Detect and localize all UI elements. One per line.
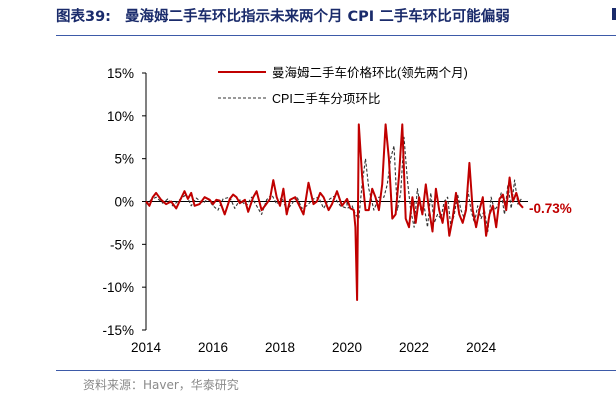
- x-tick-label: 2022: [399, 340, 429, 355]
- chart-legend: 曼海姆二手车价格环比(领先两个月) CPI二手车分项环比: [218, 65, 468, 106]
- legend-label: 曼海姆二手车价格环比(领先两个月): [272, 65, 468, 80]
- x-tick-label: 2020: [332, 340, 362, 355]
- y-tick-label: 10%: [107, 109, 134, 124]
- chart-series-layer: [145, 123, 524, 301]
- figure-title-text: 曼海姆二手车环比指示未来两个月 CPI 二手车环比可能偏弱: [124, 9, 510, 25]
- title-rule: [56, 35, 616, 36]
- series-line-manheim: [145, 123, 524, 301]
- chart-axes: 15% 10% 5% 0% -5% -10% -15% 2014 2016 2018 2020 202…: [102, 66, 528, 355]
- x-tick-label: 2016: [198, 340, 228, 355]
- y-tick-label: 5%: [114, 152, 134, 167]
- footer-rule: [56, 370, 616, 371]
- legend-label: CPI二手车分项环比: [272, 91, 380, 106]
- y-tick-label: -15%: [102, 323, 134, 338]
- y-tick-label: 15%: [107, 66, 134, 81]
- y-tick-label: 0%: [114, 195, 134, 210]
- x-tick-label: 2018: [265, 340, 295, 355]
- figure-number: 图表39:: [56, 9, 111, 25]
- source-note: 资料来源：Haver，华泰研究: [83, 378, 239, 392]
- x-tick-label: 2024: [466, 340, 497, 355]
- x-tick-label: 2014: [131, 340, 162, 355]
- figure-title: 图表39: 曼海姆二手车环比指示未来两个月 CPI 二手车环比可能偏弱: [56, 5, 616, 33]
- y-tick-label: -10%: [102, 280, 134, 295]
- y-tick-label: -5%: [110, 237, 134, 252]
- annotation-label: -0.73%: [529, 201, 572, 216]
- chart-annotation-layer: -0.73%: [529, 201, 572, 216]
- page-edge-mark: [612, 8, 616, 20]
